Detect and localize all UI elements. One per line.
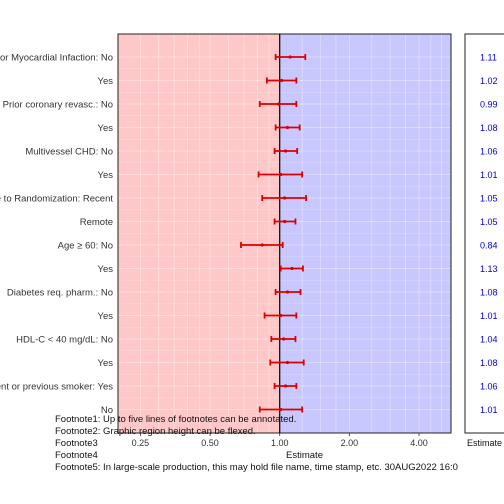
row-label: Yes bbox=[98, 311, 114, 322]
footnote-5: Footnote5: In large-scale production, th… bbox=[55, 462, 458, 473]
side-table-value: 1.08 bbox=[480, 358, 498, 368]
estimate-row-mark bbox=[270, 336, 297, 342]
estimate-point bbox=[283, 384, 288, 388]
estimate-point bbox=[279, 313, 283, 318]
estimate-row-mark bbox=[273, 148, 299, 154]
side-table-border bbox=[464, 33, 504, 434]
footnote-3: Footnote3 bbox=[55, 438, 98, 449]
estimate-row-mark bbox=[258, 406, 304, 413]
row-label: Yes bbox=[98, 123, 114, 134]
estimate-row-mark bbox=[279, 265, 304, 272]
estimate-point bbox=[283, 149, 288, 153]
side-table-value: 0.99 bbox=[480, 100, 498, 110]
estimate-point bbox=[279, 407, 283, 412]
estimate-row-mark bbox=[273, 383, 298, 389]
footnote-2: Footnote2: Graphic region height can be … bbox=[55, 426, 256, 437]
side-table-value: 1.04 bbox=[480, 335, 498, 345]
estimate-marks bbox=[240, 54, 307, 413]
estimate-point bbox=[283, 196, 287, 200]
grid-lines bbox=[117, 33, 452, 434]
x-axis-label: Estimate bbox=[286, 450, 323, 461]
x-tick-label: 1.00 bbox=[271, 438, 289, 448]
estimate-row-mark bbox=[273, 218, 297, 225]
estimate-point bbox=[285, 360, 290, 365]
row-label: Time to Randomization: Recent bbox=[0, 194, 113, 205]
row-label: No bbox=[101, 405, 113, 416]
footnote-4: Footnote4 bbox=[55, 450, 98, 461]
x-tick-label: 0.50 bbox=[201, 438, 219, 448]
side-table-value: 1.08 bbox=[480, 123, 498, 133]
row-label: Yes bbox=[98, 76, 114, 87]
row-label: Current or previous smoker: Yes bbox=[0, 382, 113, 393]
x-tick-label: 4.00 bbox=[410, 438, 428, 448]
row-label: Yes bbox=[98, 264, 114, 275]
side-table-value: 1.02 bbox=[480, 76, 498, 86]
footnotes: Footnote1: Up to five lines of footnotes… bbox=[55, 414, 504, 474]
x-tick-label: 0.25 bbox=[132, 438, 150, 448]
side-table-header: Estimate bbox=[467, 438, 502, 448]
left-region bbox=[118, 34, 280, 433]
plot-border bbox=[117, 33, 452, 434]
estimate-point bbox=[288, 55, 292, 59]
estimate-row-mark bbox=[263, 312, 298, 319]
estimate-point bbox=[280, 78, 284, 83]
shaded-regions bbox=[118, 34, 451, 433]
x-tick-label: 2.00 bbox=[341, 438, 359, 448]
side-table-value: 1.05 bbox=[480, 194, 498, 204]
row-label: HDL-C < 40 mg/dL: No bbox=[16, 335, 113, 346]
row-label: Prior Myocardial Infaction: No bbox=[0, 53, 113, 64]
estimate-point bbox=[285, 290, 290, 294]
estimate-point bbox=[282, 337, 286, 341]
side-table-value: 1.01 bbox=[480, 311, 498, 321]
row-labels: Prior Myocardial Infaction: No Yes Prior c… bbox=[0, 53, 113, 417]
estimate-row-mark bbox=[274, 289, 302, 295]
side-table-value: 1.01 bbox=[480, 170, 498, 180]
row-label: Yes bbox=[98, 358, 114, 369]
footnote-1: Footnote1: Up to five lines of footnotes… bbox=[55, 414, 297, 425]
estimate-row-mark bbox=[265, 77, 298, 84]
row-label: Prior coronary revasc.: No bbox=[3, 100, 113, 111]
side-table-value: 1.11 bbox=[480, 53, 497, 63]
estimate-point bbox=[279, 172, 283, 177]
estimate-point bbox=[260, 243, 264, 247]
estimate-point bbox=[277, 102, 281, 106]
estimate-point bbox=[283, 219, 287, 224]
x-axis: 0.25 0.50 1.00 2.00 4.00 Estimate bbox=[132, 433, 428, 461]
side-table-value: 1.13 bbox=[480, 264, 498, 274]
estimate-row-mark bbox=[261, 195, 307, 201]
estimate-row-mark bbox=[269, 359, 305, 366]
side-table-value: 1.01 bbox=[480, 405, 498, 415]
side-table-value: 0.84 bbox=[480, 241, 498, 251]
estimate-point bbox=[290, 266, 294, 271]
estimate-row-mark bbox=[240, 242, 284, 248]
row-label: Age ≥ 60: No bbox=[58, 241, 113, 252]
side-table: 1.11 1.02 0.99 1.08 1.06 1.01 1.05 1.05 0.84 1.13… bbox=[464, 33, 504, 448]
right-region bbox=[279, 34, 451, 433]
estimate-row-mark bbox=[258, 101, 298, 107]
estimate-point bbox=[285, 125, 290, 130]
row-label: Diabetes req. pharm.: No bbox=[7, 288, 113, 299]
row-label: Multivessel CHD: No bbox=[25, 147, 113, 158]
estimate-row-mark bbox=[274, 124, 301, 131]
side-table-value: 1.08 bbox=[480, 288, 498, 298]
estimate-row-mark bbox=[274, 54, 307, 60]
row-label: Yes bbox=[98, 170, 114, 181]
estimate-row-mark bbox=[257, 171, 304, 178]
side-table-value: 1.06 bbox=[480, 147, 498, 157]
side-table-value: 1.05 bbox=[480, 217, 498, 227]
side-table-value: 1.06 bbox=[480, 382, 498, 392]
row-label: Remote bbox=[80, 217, 113, 228]
